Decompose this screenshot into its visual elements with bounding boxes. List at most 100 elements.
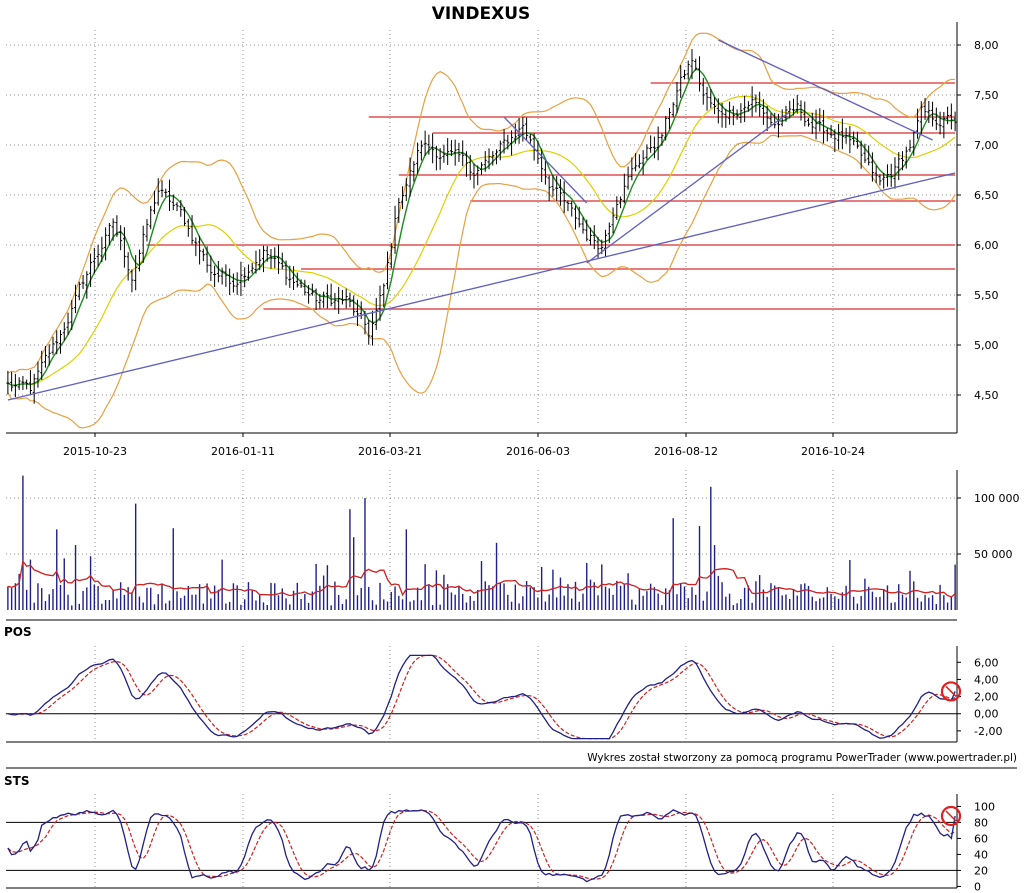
candle-100 xyxy=(382,283,386,308)
candle-66 xyxy=(254,250,258,274)
volume-bar-166 xyxy=(631,599,633,610)
candle-238 xyxy=(900,151,904,171)
candle-193 xyxy=(731,105,735,126)
candle-213 xyxy=(807,118,811,127)
candle-79 xyxy=(303,279,307,296)
candle-188 xyxy=(713,97,717,115)
volume-bar-248 xyxy=(939,584,941,610)
candle-37 xyxy=(145,219,149,242)
volume-bar-158 xyxy=(601,564,603,610)
candle-196 xyxy=(743,95,747,122)
volume-bar-49 xyxy=(191,594,193,610)
price-x-tick-2: 2016-03-21 xyxy=(358,445,422,458)
volume-bar-124 xyxy=(473,600,475,610)
candle-2 xyxy=(13,373,17,397)
volume-bar-180 xyxy=(683,586,686,610)
candle-29 xyxy=(115,215,119,237)
volume-bar-138 xyxy=(525,580,528,610)
volume-bar-88 xyxy=(337,594,340,610)
volume-bar-190 xyxy=(721,582,723,610)
volume-bar-80 xyxy=(307,602,310,610)
volume-bar-181 xyxy=(687,598,689,610)
candle-106 xyxy=(404,178,408,201)
volume-bar-121 xyxy=(462,593,464,610)
volume-bar-87 xyxy=(334,581,336,610)
candle-225 xyxy=(852,131,856,146)
volume-bar-132 xyxy=(503,583,505,610)
volume-bar-51 xyxy=(198,584,201,610)
volume-bar-119 xyxy=(454,594,456,610)
candle-246 xyxy=(931,101,935,127)
candle-174 xyxy=(660,133,664,146)
volume-bar-228 xyxy=(864,578,866,610)
volume-bar-205 xyxy=(777,588,780,610)
candle-249 xyxy=(942,111,946,139)
candle-239 xyxy=(904,146,908,169)
volume-bar-161 xyxy=(612,594,614,610)
candle-252 xyxy=(953,111,957,132)
volume-bar-16 xyxy=(67,594,69,610)
candle-237 xyxy=(897,152,901,181)
candle-64 xyxy=(246,264,250,281)
candle-34 xyxy=(134,255,138,291)
volume-bar-252 xyxy=(954,564,956,610)
volume-bar-136 xyxy=(518,603,520,610)
volume-bar-76 xyxy=(292,590,295,610)
volume-bar-17 xyxy=(71,605,73,610)
volume-bar-172 xyxy=(653,587,656,610)
candle-55 xyxy=(213,265,217,288)
candle-98 xyxy=(374,297,378,330)
volume-bar-186 xyxy=(706,591,708,610)
volume-bar-104 xyxy=(398,595,400,610)
candle-69 xyxy=(265,246,269,262)
candle-109 xyxy=(416,142,420,174)
candle-142 xyxy=(540,148,544,183)
volume-bar-30 xyxy=(119,582,122,610)
volume-bar-219 xyxy=(830,593,832,610)
candle-93 xyxy=(355,299,359,326)
volume-bar-107 xyxy=(409,601,411,610)
sts-marker-circle xyxy=(940,805,962,827)
candle-62 xyxy=(239,261,243,297)
candle-171 xyxy=(649,135,653,153)
candle-99 xyxy=(378,285,382,321)
candle-203 xyxy=(769,113,773,127)
candle-53 xyxy=(205,246,209,273)
sts-y-tick-4: 20 xyxy=(974,864,988,877)
candle-218 xyxy=(825,128,829,142)
candle-149 xyxy=(566,200,570,212)
price-x-tick-3: 2016-06-03 xyxy=(506,445,570,458)
volume-bar-98 xyxy=(375,604,377,610)
volume-bar-39 xyxy=(153,604,156,610)
volume-bar-58 xyxy=(225,603,227,610)
volume-bar-78 xyxy=(300,599,302,610)
volume-bar-7 xyxy=(33,602,35,610)
volume-bar-33 xyxy=(131,592,133,610)
candle-89 xyxy=(340,289,344,305)
price-x-tick-labels: 2015-10-23 2016-01-11 2016-03-21 2016-06-03… xyxy=(63,433,865,458)
volume-y-tick-1: 100 000 xyxy=(974,492,1020,505)
candle-11 xyxy=(47,344,51,366)
candle-20 xyxy=(81,274,85,289)
volume-bar-131 xyxy=(499,582,501,610)
volume-bar-117 xyxy=(446,584,449,610)
volume-bar-177 xyxy=(672,518,674,610)
candle-51 xyxy=(198,235,202,265)
candle-82 xyxy=(314,288,318,310)
candle-190 xyxy=(720,102,724,128)
candle-38 xyxy=(149,205,153,230)
volume-bar-133 xyxy=(507,594,509,610)
trendline-0 xyxy=(7,172,956,401)
candle-133 xyxy=(506,134,510,150)
candle-58 xyxy=(224,264,228,287)
price-y-tick-3: 6,00 xyxy=(974,239,999,252)
candle-54 xyxy=(209,255,213,282)
volume-bar-0 xyxy=(7,586,9,610)
candle-139 xyxy=(528,134,532,144)
volume-bar-153 xyxy=(582,593,584,610)
pos-marker-cross xyxy=(945,685,957,697)
volume-bar-68 xyxy=(262,602,265,610)
candle-101 xyxy=(386,251,390,290)
candle-111 xyxy=(423,130,427,156)
